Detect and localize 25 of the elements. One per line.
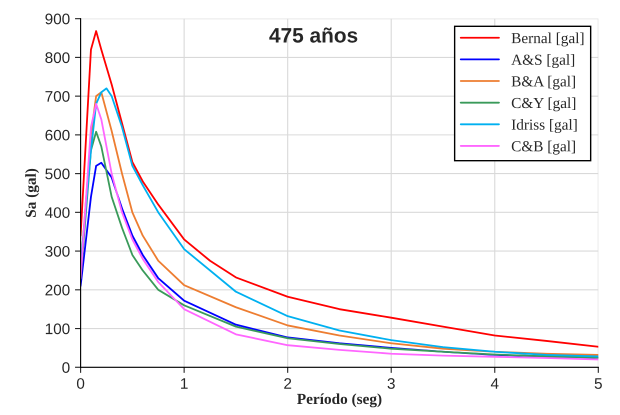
legend-label: C&B [gal] bbox=[512, 140, 575, 155]
y-tick-label: 500 bbox=[45, 168, 70, 180]
y-tick-label: 600 bbox=[45, 130, 70, 141]
y-tick-label: 300 bbox=[45, 246, 70, 257]
y-tick-label: 900 bbox=[45, 14, 70, 24]
y-tick-label: 400 bbox=[45, 207, 70, 218]
x-tick-label: 0 bbox=[76, 378, 84, 389]
x-tick-label: 1 bbox=[181, 378, 188, 389]
legend-label: B&A [gal] bbox=[512, 76, 575, 90]
y-tick-label: 700 bbox=[45, 91, 70, 102]
chart-title: 475 años bbox=[269, 27, 358, 43]
y-tick-label: 100 bbox=[46, 323, 70, 334]
legend-label: A&S [gal] bbox=[511, 54, 574, 68]
x-tick-label: 4 bbox=[490, 378, 499, 389]
legend-label: Bernal [gal] bbox=[512, 32, 584, 46]
y-tick-label: 200 bbox=[45, 284, 70, 296]
y-tick-label: 800 bbox=[45, 52, 70, 64]
x-axis-title: Período (seg) bbox=[297, 393, 382, 408]
y-tick-label: 0 bbox=[62, 362, 70, 373]
legend-label: C&Y [gal] bbox=[512, 97, 576, 112]
x-tick-label: 5 bbox=[594, 378, 602, 389]
legend-label: Idriss [gal] bbox=[512, 119, 577, 133]
x-tick-label: 3 bbox=[388, 378, 395, 389]
x-tick-label: 2 bbox=[284, 378, 292, 389]
y-axis-title: Sa (gal) bbox=[25, 168, 40, 217]
